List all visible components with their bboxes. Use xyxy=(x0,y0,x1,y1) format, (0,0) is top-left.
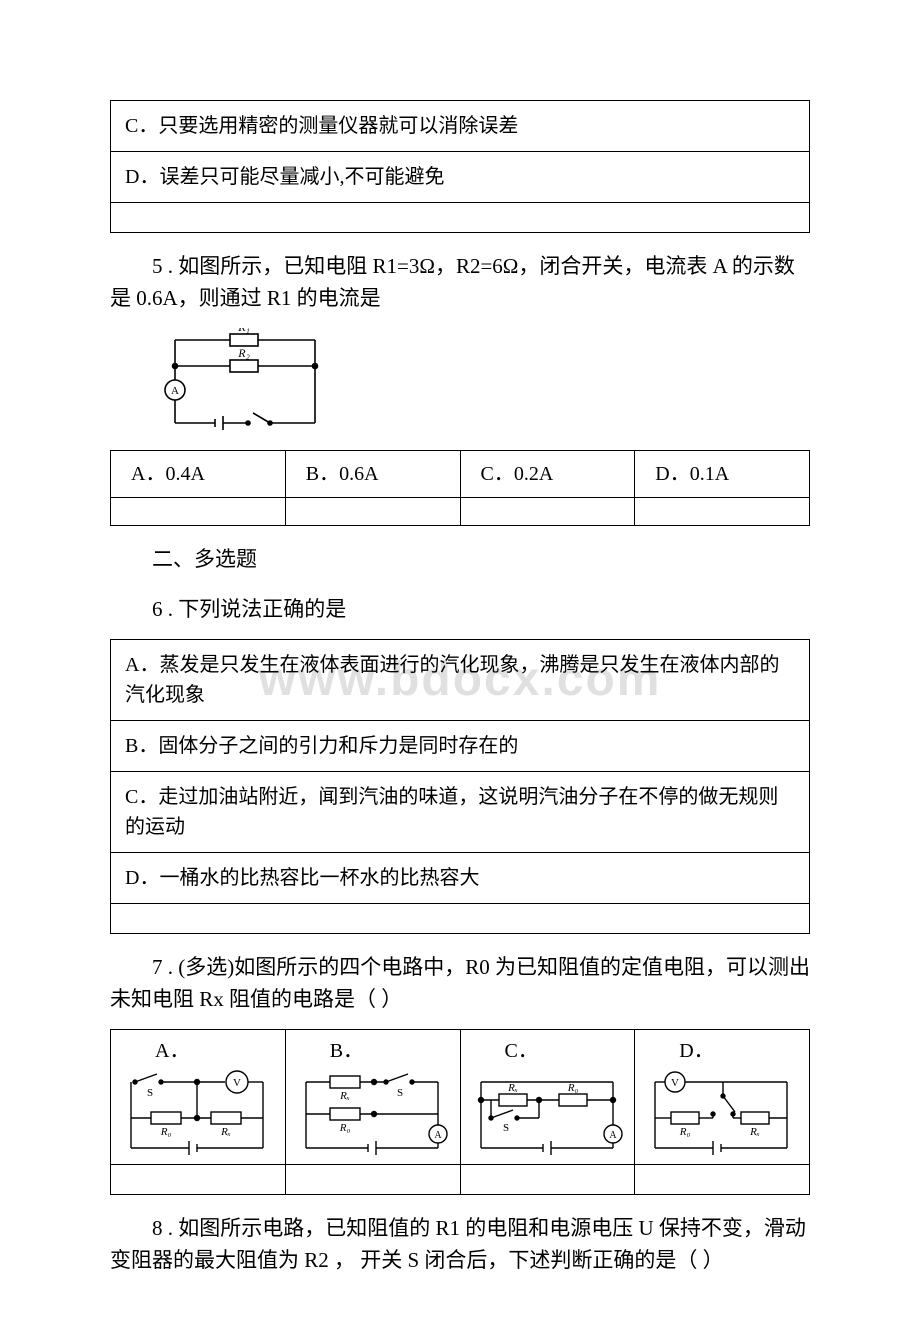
q7-circuit-c: Rₓ R₀ S A xyxy=(467,1068,627,1160)
q7-circuit-d: V R₀ Rₓ xyxy=(641,1068,801,1160)
q5-text: 5 . 如图所示，已知电阻 R1=3Ω，R2=6Ω，闭合开关，电流表 A 的示数… xyxy=(110,251,810,314)
q7-circuits-table: A． xyxy=(110,1029,810,1195)
q7-label-c: C． xyxy=(467,1036,629,1066)
q5-options-table: A．0.4A B．0.6A C．0.2A D．0.1A xyxy=(110,450,810,526)
q4-empty-cell xyxy=(111,203,810,233)
q6-option-d: D．一桶水的比热容比一杯水的比热容大 xyxy=(111,853,810,904)
q7a-s: S xyxy=(147,1087,153,1099)
q6-option-c: C．走过加油站附近，闻到汽油的味道，这说明汽油分子在不停的做无规则的运动 xyxy=(111,772,810,853)
q7-text: 7 . (多选)如图所示的四个电路中，R0 为已知阻值的定值电阻，可以测出未知电… xyxy=(110,952,810,1015)
q7b-a: A xyxy=(434,1130,442,1141)
q7a-r0: R₀ xyxy=(160,1126,172,1138)
section2-heading: 二、多选题 xyxy=(110,544,810,576)
q5-option-b: B．0.6A xyxy=(285,451,460,498)
q7-cell-c: C． xyxy=(460,1030,635,1165)
q4-options-table: C．只要选用精密的测量仪器就可以消除误差 D．误差只可能尽量减小,不可能避免 xyxy=(110,100,810,233)
q7-circuit-a: S V R₀ Rₓ xyxy=(117,1068,277,1160)
q4-option-c-text: C．只要选用精密的测量仪器就可以消除误差 xyxy=(125,115,518,137)
q5-option-a: A．0.4A xyxy=(111,451,286,498)
q7b-rx: Rₓ xyxy=(339,1090,350,1102)
q7c-a: A xyxy=(609,1130,617,1141)
q7a-v: V xyxy=(233,1077,241,1089)
q7-cell-d: D． xyxy=(635,1030,810,1165)
q7c-rx: Rₓ xyxy=(507,1082,518,1094)
q7-cell-a: A． xyxy=(111,1030,286,1165)
q7a-rx: Rₓ xyxy=(220,1126,231,1138)
q7-label-d: D． xyxy=(641,1036,803,1066)
q7c-r0: R₀ xyxy=(566,1082,578,1094)
q7b-r0: R₀ xyxy=(338,1122,350,1134)
q4-option-c: C．只要选用精密的测量仪器就可以消除误差 xyxy=(111,101,810,152)
q6-option-d-text: D．一桶水的比热容比一杯水的比热容大 xyxy=(125,867,479,889)
q6-option-c-text: C．走过加油站附近，闻到汽油的味道，这说明汽油分子在不停的做无规则的运动 xyxy=(125,786,778,838)
ammeter-label: A xyxy=(171,385,179,397)
q7d-v: V xyxy=(671,1077,679,1089)
q6-option-a-text: A．蒸发是只发生在液体表面进行的汽化现象，沸腾是只发生在液体内部的汽化现象 xyxy=(125,654,779,706)
q7-circuit-b: Rₓ S R₀ A xyxy=(292,1068,452,1160)
q7c-s: S xyxy=(503,1122,509,1134)
q7d-r0: R₀ xyxy=(679,1126,691,1138)
q6-options-table: www.bdocx.com A．蒸发是只发生在液体表面进行的汽化现象，沸腾是只发… xyxy=(110,639,810,934)
q7-label-b: B． xyxy=(292,1036,454,1066)
q5-option-c: C．0.2A xyxy=(460,451,635,498)
r2-label: R₂ xyxy=(237,346,250,360)
q5-circuit-diagram: R₁ R₂ A xyxy=(145,328,810,438)
q6-option-a: www.bdocx.com A．蒸发是只发生在液体表面进行的汽化现象，沸腾是只发… xyxy=(111,640,810,721)
q7b-s: S xyxy=(397,1087,403,1099)
q4-option-d-text: D．误差只可能尽量减小,不可能避免 xyxy=(125,166,444,188)
q5-option-d: D．0.1A xyxy=(635,451,810,498)
q6-option-b-text: B．固体分子之间的引力和斥力是同时存在的 xyxy=(125,735,518,757)
q7-label-a: A． xyxy=(117,1036,279,1066)
q6-text: 6 . 下列说法正确的是 xyxy=(110,594,810,626)
q4-option-d: D．误差只可能尽量减小,不可能避免 xyxy=(111,152,810,203)
q7-cell-b: B． xyxy=(285,1030,460,1165)
q8-text: 8 . 如图所示电路，已知阻值的 R1 的电阻和电源电压 U 保持不变，滑动变阻… xyxy=(110,1213,810,1276)
q6-option-b: B．固体分子之间的引力和斥力是同时存在的 xyxy=(111,721,810,772)
q7d-rx: Rₓ xyxy=(749,1126,760,1138)
r1-label: R₁ xyxy=(237,328,250,334)
